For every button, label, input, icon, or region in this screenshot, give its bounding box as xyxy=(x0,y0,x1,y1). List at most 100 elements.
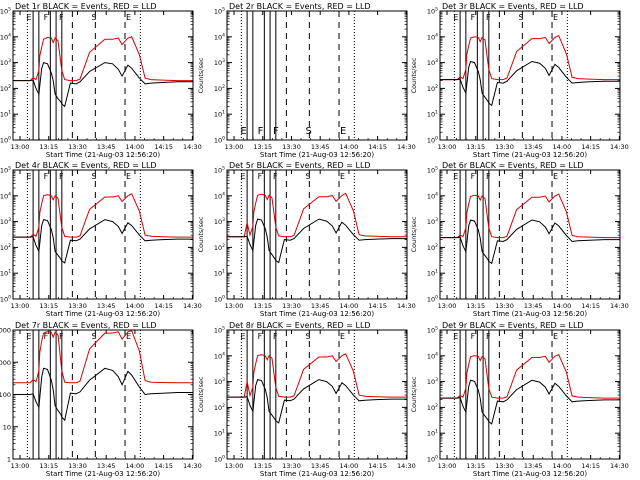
time-marker-letter: E xyxy=(453,13,458,22)
time-marker-letter: E xyxy=(340,126,346,137)
panel-title: Det 8r BLACK = Events, RED = LLD xyxy=(229,321,371,330)
time-marker-letter: S xyxy=(92,332,97,341)
y-tick-label: 104 xyxy=(214,32,225,41)
time-marker-letter: E xyxy=(340,172,345,181)
x-tick-label: 14:00 xyxy=(126,302,145,310)
x-tick-label: 13:15 xyxy=(39,143,58,151)
events-series-line xyxy=(13,367,193,422)
y-axis-label: Counts/sec xyxy=(197,216,205,252)
x-axis-label: Start Time (21-Aug-03 12:56:20) xyxy=(473,310,587,318)
time-marker-letter: E xyxy=(240,172,245,181)
x-tick-label: 13:30 xyxy=(68,302,87,310)
x-tick-label: 13:30 xyxy=(68,143,87,151)
y-tick-label: 105 xyxy=(0,166,11,175)
x-tick-label: 14:15 xyxy=(154,143,173,151)
x-axis-label: Start Time (21-Aug-03 12:56:20) xyxy=(473,470,587,478)
x-tick-label: 14:00 xyxy=(553,143,572,151)
detector-panel-4: Det 4r BLACK = Events, RED = LLD 100 101 10… xyxy=(0,161,202,318)
x-tick-label: 13:30 xyxy=(282,302,301,310)
y-tick-label: 103 xyxy=(427,58,438,67)
x-tick-label: 14:15 xyxy=(154,462,173,470)
y-tick-label: 105 xyxy=(214,166,225,175)
x-tick-label: 13:30 xyxy=(68,462,87,470)
x-axis-label: Start Time (21-Aug-03 12:56:20) xyxy=(260,470,374,478)
x-tick-label: 14:30 xyxy=(397,462,416,470)
events-series-line xyxy=(13,61,193,108)
detector-panel-1: Det 1r BLACK = Events, RED = LLD 100 101 10… xyxy=(0,2,202,159)
x-tick-label: 13:15 xyxy=(39,462,58,470)
panel-title: Det 6r BLACK = Events, RED = LLD xyxy=(442,161,584,170)
plot-frame xyxy=(439,169,621,300)
x-tick-label: 13:45 xyxy=(524,302,543,310)
x-axis-label: Start Time (21-Aug-03 12:56:20) xyxy=(46,151,160,159)
x-tick-label: 13:00 xyxy=(225,143,244,151)
y-tick-label: 104 xyxy=(0,32,11,41)
time-marker-letter: S xyxy=(306,332,311,341)
x-tick-label: 13:00 xyxy=(11,462,30,470)
x-tick-label: 13:15 xyxy=(466,302,485,310)
x-tick-label: 13:00 xyxy=(11,143,30,151)
time-marker-letter: E xyxy=(126,13,131,22)
time-marker-letter: F xyxy=(273,172,278,181)
x-tick-label: 13:45 xyxy=(97,143,116,151)
x-tick-label: 14:00 xyxy=(126,462,145,470)
x-tick-label: 14:30 xyxy=(183,302,202,310)
time-marker-letter: E xyxy=(126,332,131,341)
x-tick-label: 14:00 xyxy=(553,462,572,470)
events-series-line xyxy=(440,379,620,425)
x-tick-label: 13:15 xyxy=(253,462,272,470)
y-tick-label: 101 xyxy=(214,429,225,438)
y-tick-label: 102 xyxy=(427,403,438,412)
plot-frame xyxy=(439,10,621,141)
y-tick-label: 105 xyxy=(427,326,438,335)
panel-title: Det 1r BLACK = Events, RED = LLD xyxy=(15,2,157,11)
x-axis-label: Start Time (21-Aug-03 12:56:20) xyxy=(46,310,160,318)
x-tick-label: 13:00 xyxy=(225,302,244,310)
y-tick-label: 103 xyxy=(214,217,225,226)
time-marker-letter: F xyxy=(44,172,49,181)
y-tick-label: 105 xyxy=(427,7,438,16)
x-tick-label: 13:45 xyxy=(311,143,330,151)
lld-series-line xyxy=(13,36,193,82)
time-marker-letter: F xyxy=(44,332,49,341)
time-marker-letter: E xyxy=(340,332,345,341)
x-tick-label: 13:00 xyxy=(438,462,457,470)
time-marker-letter: F xyxy=(486,332,491,341)
y-tick-label: 100 xyxy=(0,295,11,304)
time-marker-letter: E xyxy=(26,172,31,181)
x-tick-label: 14:00 xyxy=(340,302,359,310)
x-tick-label: 13:15 xyxy=(253,302,272,310)
y-tick-label: 100 xyxy=(0,391,11,399)
lld-series-line xyxy=(227,353,407,398)
lld-series-line xyxy=(13,193,193,238)
y-tick-label: 103 xyxy=(427,217,438,226)
y-tick-label: 101 xyxy=(427,429,438,438)
time-marker-letter: F xyxy=(258,172,263,181)
time-marker-letter: F xyxy=(471,172,476,181)
x-tick-label: 13:00 xyxy=(225,462,244,470)
time-marker-letter: F xyxy=(471,13,476,22)
x-axis-label: Start Time (21-Aug-03 12:56:20) xyxy=(260,310,374,318)
time-marker-letter: F xyxy=(486,13,491,22)
x-tick-label: 14:30 xyxy=(397,302,416,310)
panel-title: Det 4r BLACK = Events, RED = LLD xyxy=(15,161,157,170)
time-marker-letter: E xyxy=(240,332,245,341)
y-tick-label: 101 xyxy=(214,110,225,119)
x-axis-label: Start Time (21-Aug-03 12:56:20) xyxy=(260,151,374,159)
time-marker-letter: S xyxy=(519,13,524,22)
y-tick-label: 100 xyxy=(427,136,438,145)
x-tick-label: 14:15 xyxy=(368,462,387,470)
x-tick-label: 14:30 xyxy=(610,462,629,470)
x-tick-label: 13:45 xyxy=(97,302,116,310)
x-tick-label: 14:00 xyxy=(340,462,359,470)
x-tick-label: 13:45 xyxy=(97,462,116,470)
x-tick-label: 13:15 xyxy=(253,143,272,151)
x-tick-label: 14:30 xyxy=(610,143,629,151)
detector-panel-3: Det 3r BLACK = Events, RED = LLD 100 101 10… xyxy=(410,2,629,159)
panel-title: Det 9r BLACK = Events, RED = LLD xyxy=(442,321,584,330)
y-tick-label: 100 xyxy=(214,295,225,304)
time-marker-letter: S xyxy=(306,172,311,181)
plot-frame xyxy=(12,10,194,141)
